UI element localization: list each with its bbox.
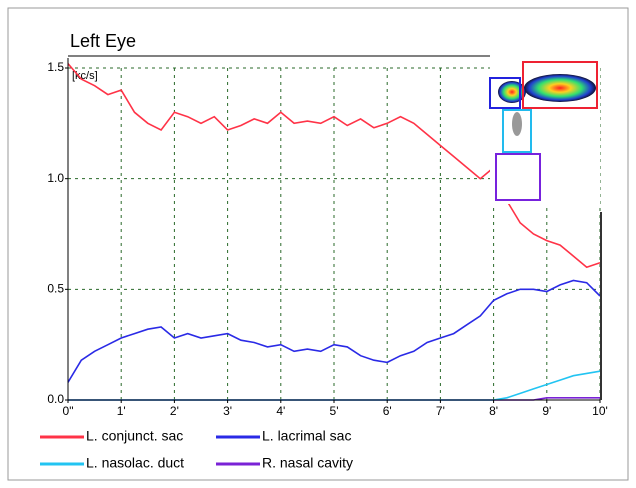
x-tick-label: 10'	[592, 404, 608, 418]
x-tick-label: 0"	[63, 404, 74, 418]
blob	[524, 74, 596, 102]
legend-label: L. lacrimal sac	[262, 428, 351, 444]
blob	[512, 112, 522, 136]
page: Left Eye [kc/s] L. conjunct. sacL. lacri…	[0, 0, 636, 488]
y-tick-label: 1.5	[47, 60, 64, 74]
inset-image	[490, 60, 600, 204]
legend-label: R. nasal cavity	[262, 455, 353, 471]
chart-title: Left Eye	[70, 31, 136, 51]
x-tick-label: 7'	[436, 404, 445, 418]
x-tick-label: 1'	[117, 404, 126, 418]
x-tick-label: 9'	[542, 404, 551, 418]
y-tick-label: 0.5	[47, 282, 64, 296]
y-tick-label: 1.0	[47, 171, 64, 185]
chart: Left Eye [kc/s] L. conjunct. sacL. lacri…	[0, 0, 636, 488]
blob	[498, 81, 526, 103]
x-tick-label: 3'	[223, 404, 232, 418]
legend-label: L. nasolac. duct	[86, 455, 184, 471]
x-tick-label: 8'	[489, 404, 498, 418]
x-tick-label: 6'	[383, 404, 392, 418]
x-tick-label: 4'	[276, 404, 285, 418]
x-tick-label: 5'	[330, 404, 339, 418]
legend-label: L. conjunct. sac	[86, 428, 183, 444]
x-tick-label: 2'	[170, 404, 179, 418]
